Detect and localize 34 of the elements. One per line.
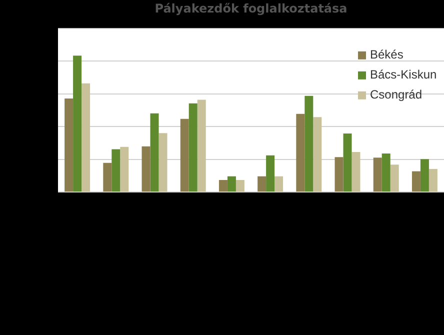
legend-label: Békés (370, 48, 404, 62)
bar (218, 180, 228, 192)
bar (197, 100, 206, 192)
bar (412, 171, 420, 192)
chart-title: Pályakezdők foglalkoztatása (154, 1, 348, 16)
bar (304, 96, 314, 192)
bar (382, 154, 390, 192)
bar (343, 134, 352, 192)
bar (373, 158, 382, 192)
bar (334, 157, 344, 192)
bar (296, 114, 305, 192)
bar (180, 118, 189, 192)
legend-label: Bács-Kiskun (370, 68, 437, 82)
bar (236, 180, 244, 192)
bar (274, 176, 284, 192)
bar (112, 149, 120, 192)
bar (227, 176, 236, 192)
bar (142, 146, 150, 192)
bar (266, 155, 275, 192)
bar (313, 117, 322, 192)
bar (158, 133, 168, 192)
legend-label: Csongrád (370, 88, 422, 102)
bar (420, 159, 429, 192)
bar (258, 176, 266, 192)
bar (73, 56, 82, 192)
bar (390, 164, 399, 192)
bar (82, 83, 90, 192)
bar (120, 146, 129, 192)
bar (428, 168, 438, 192)
bar (64, 98, 74, 192)
bar (188, 103, 198, 192)
bar (103, 162, 112, 192)
bar (352, 152, 360, 192)
bar (150, 113, 159, 192)
